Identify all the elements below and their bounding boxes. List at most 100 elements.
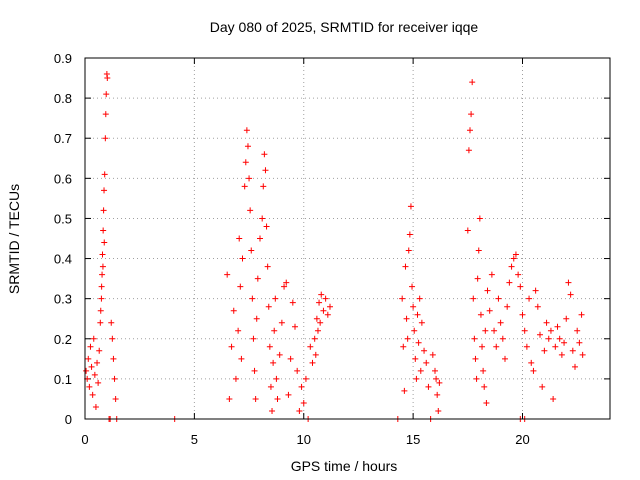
data-point	[506, 279, 513, 286]
data-point	[429, 351, 436, 358]
data-point	[87, 343, 94, 350]
data-point	[539, 383, 546, 390]
data-point	[563, 315, 570, 322]
data-point	[232, 375, 239, 382]
data-point	[102, 111, 109, 118]
data-point	[499, 335, 506, 342]
data-point	[474, 275, 481, 282]
x-tick-label: 5	[191, 432, 198, 447]
data-point	[226, 395, 233, 402]
data-point	[404, 335, 411, 342]
data-point	[433, 375, 440, 382]
data-point	[322, 295, 329, 302]
data-point	[100, 227, 107, 234]
data-point	[471, 335, 478, 342]
data-point	[473, 375, 480, 382]
data-point	[96, 347, 103, 354]
data-point	[317, 319, 324, 326]
data-point	[418, 319, 425, 326]
data-point	[271, 327, 278, 334]
data-point	[578, 311, 585, 318]
data-point	[276, 351, 283, 358]
data-point	[243, 127, 250, 134]
y-tick-label: 0.9	[54, 51, 72, 66]
data-point	[263, 223, 270, 230]
data-point	[410, 303, 417, 310]
data-point	[327, 303, 333, 310]
data-point	[552, 343, 559, 350]
data-point	[484, 287, 491, 294]
data-point	[83, 367, 90, 374]
data-point	[264, 263, 271, 270]
y-tick-label: 0.6	[54, 171, 72, 186]
data-point	[550, 395, 557, 402]
data-point	[464, 227, 471, 234]
data-point	[109, 335, 116, 342]
data-point	[281, 283, 288, 290]
data-point	[519, 311, 526, 318]
data-point	[311, 335, 318, 342]
data-point	[238, 355, 245, 362]
data-point	[480, 367, 487, 374]
data-point	[92, 403, 99, 410]
y-tick-label: 0.4	[54, 252, 72, 267]
chart-title: Day 080 of 2025, SRMTID for receiver iqq…	[210, 19, 479, 35]
data-point	[97, 307, 104, 314]
data-point	[534, 303, 541, 310]
data-point	[318, 291, 325, 298]
data-point	[86, 383, 93, 390]
data-point	[572, 363, 578, 370]
data-point	[90, 335, 97, 342]
data-point	[530, 367, 537, 374]
data-point	[470, 295, 477, 302]
data-point	[423, 359, 430, 366]
data-point	[512, 251, 519, 258]
data-point	[236, 235, 243, 242]
data-point	[272, 295, 279, 302]
data-point	[477, 311, 484, 318]
data-point	[491, 327, 498, 334]
data-point	[495, 295, 502, 302]
data-point	[488, 271, 495, 278]
data-point	[472, 355, 479, 362]
data-point	[261, 151, 268, 158]
data-point	[98, 295, 105, 302]
data-point	[436, 379, 443, 386]
data-point	[298, 383, 305, 390]
data-point	[532, 287, 539, 294]
data-point	[97, 319, 104, 326]
data-point	[412, 355, 419, 362]
data-point	[403, 315, 410, 322]
y-tick-label: 0.8	[54, 91, 72, 106]
data-point	[235, 327, 242, 334]
y-tick-label: 0.2	[54, 332, 72, 347]
y-axis-label: SRMTID / TECUs	[6, 184, 22, 294]
data-point	[312, 351, 319, 358]
data-point	[101, 239, 108, 246]
data-point	[502, 355, 508, 362]
data-point	[467, 127, 473, 134]
data-point	[409, 283, 416, 290]
data-point	[247, 207, 254, 214]
x-tick-label: 20	[515, 432, 529, 447]
data-point	[475, 247, 482, 254]
data-point	[254, 275, 261, 282]
data-point	[260, 183, 267, 190]
data-point	[508, 263, 515, 270]
data-point	[486, 307, 493, 314]
data-point	[250, 335, 257, 342]
data-point	[300, 399, 307, 406]
plot-frame	[84, 57, 611, 420]
y-tick-label: 0.5	[54, 211, 72, 226]
data-point	[576, 339, 583, 346]
data-point	[99, 251, 106, 258]
data-point	[411, 327, 418, 334]
x-axis-label: GPS time / hours	[291, 458, 398, 474]
data-point	[399, 295, 406, 302]
data-point	[526, 295, 533, 302]
data-point	[294, 367, 301, 374]
data-point	[251, 367, 258, 374]
data-points	[83, 71, 586, 422]
